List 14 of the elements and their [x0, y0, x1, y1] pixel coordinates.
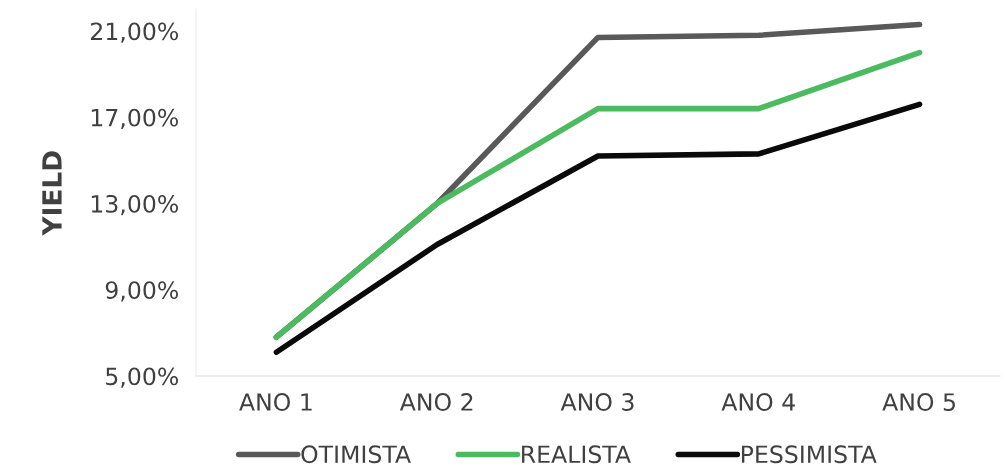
y-tick-label: 17,00% [91, 108, 179, 129]
x-tick-label: ANO 1 [239, 393, 312, 411]
y-tick-label: 21,00% [91, 22, 179, 43]
x-tick-label: ANO 5 [882, 393, 955, 411]
x-tick-label: ANO 3 [560, 393, 634, 411]
legend-label: OTIMISTA [301, 445, 411, 464]
y-tick-label: 9,00% [105, 281, 179, 302]
y-tick-label: 13,00% [91, 194, 179, 216]
y-tick-label: 5,00% [106, 367, 179, 388]
x-tick-label: ANO 2 [399, 393, 473, 411]
legend-label: PESSIMISTA [742, 445, 877, 464]
y-axis-title: YIELD [42, 151, 62, 236]
x-tick-label: ANO 4 [721, 393, 795, 411]
legend-label: REALISTA [522, 445, 631, 464]
